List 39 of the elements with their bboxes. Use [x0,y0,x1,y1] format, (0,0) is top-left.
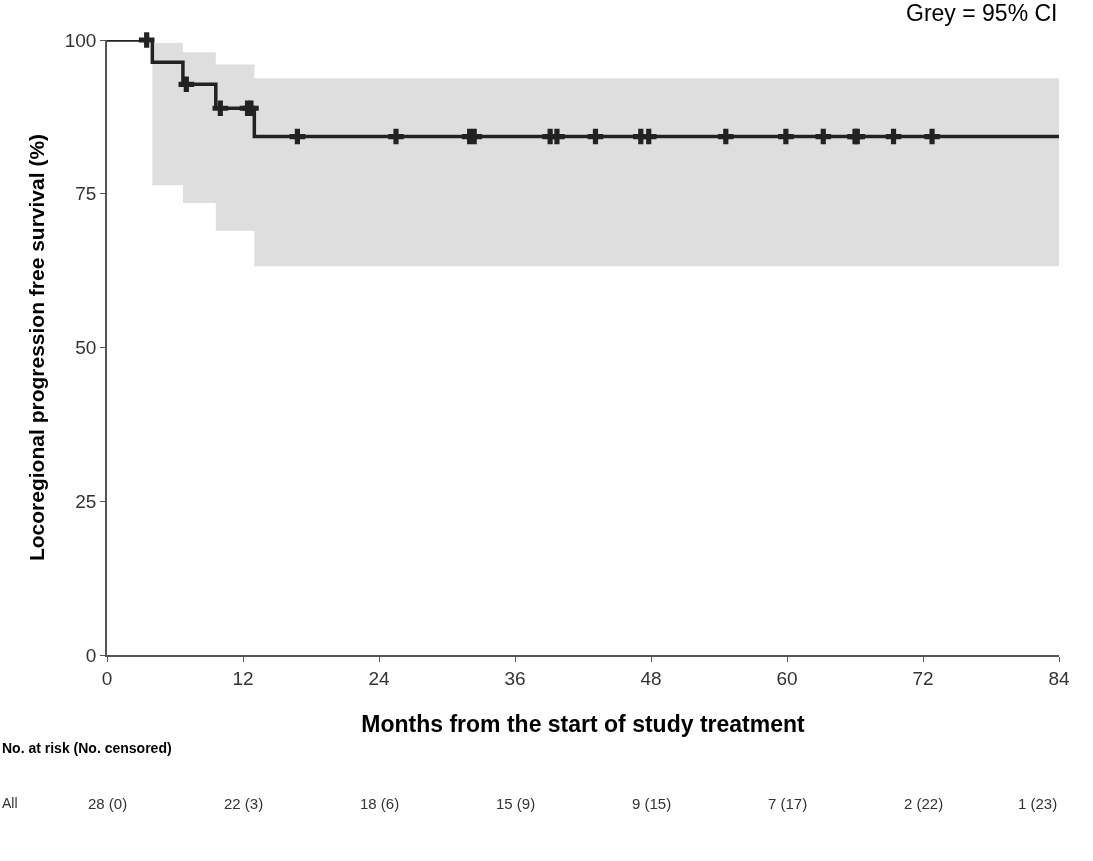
x-tick-label: 0 [101,667,113,689]
text: 7 (17) [768,795,808,812]
text: 28 (0) [88,795,128,812]
x-tick-label: 72 [912,667,934,689]
point [138,32,155,48]
x-tick-label: 24 [368,667,390,689]
point [885,128,902,145]
text: 18 (6) [360,795,400,812]
x-tick-label: 60 [776,667,798,689]
x-axis-title: Months from the start of study treatment [361,710,806,737]
text: 1 (23) [1018,795,1058,812]
point [388,128,404,145]
y-tick-label: 75 [75,183,97,205]
text: 22 (3) [224,795,264,812]
point [718,128,734,145]
x-tick-label: 84 [1048,667,1070,689]
y-tick-label: 100 [64,29,97,51]
x-tick-label: 48 [640,667,662,689]
y-tick-label: 50 [75,337,97,359]
text: 9 (15) [632,795,672,812]
text: 2 (22) [904,795,944,812]
point [243,100,259,117]
text: 15 (9) [496,795,536,812]
point [289,128,306,145]
point [212,100,229,117]
y-axis-title: Locoregional progression free survival (%) [25,133,49,562]
x-tick-label: 12 [232,667,254,689]
text: No. at risk (No. censored) [2,740,172,756]
text: Grey = 95% CI [906,0,1058,26]
point [815,128,832,145]
y-tick-label: 0 [85,644,97,666]
point [178,76,195,93]
x-tick-label: 36 [504,667,526,689]
point [778,128,794,145]
y-tick-label: 25 [75,490,97,512]
point [466,128,482,145]
point [587,128,604,145]
text: All [2,795,18,811]
point [924,128,940,145]
